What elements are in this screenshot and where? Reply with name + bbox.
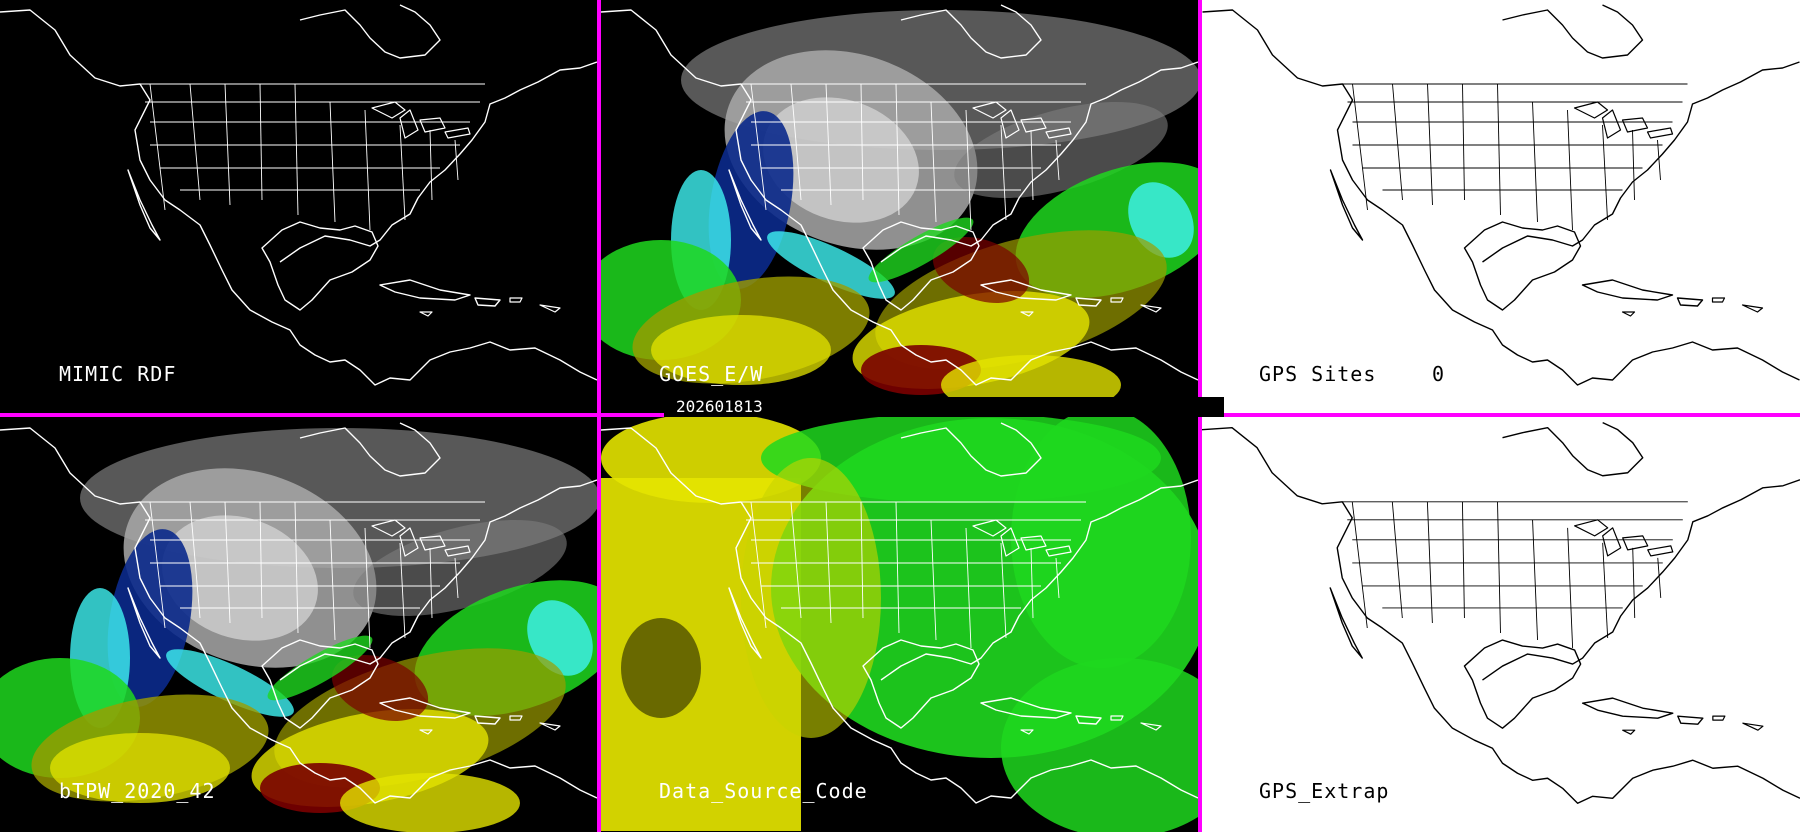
map-canvas: [601, 4, 1198, 413]
data-field-blob: [954, 102, 1168, 198]
panel-label: GPS_Extrap: [1259, 779, 1390, 803]
panel-gps-extrap: GPS_Extrap: [1202, 417, 1800, 832]
data-field-blob: [527, 600, 593, 676]
data-field-blob: [267, 635, 373, 701]
panel-label: MIMIC RDF: [59, 362, 177, 386]
data-field-blob: [761, 417, 1161, 503]
map-outline: [1202, 4, 1800, 386]
data-field-blob: [1001, 658, 1198, 832]
panel-mimic-rdf: MIMIC RDF: [0, 0, 597, 413]
map-canvas: [1202, 422, 1800, 805]
map-canvas: [1202, 4, 1800, 386]
panel-btpw: bTPW_2020_42: [0, 417, 597, 832]
map-outline: [601, 422, 1198, 804]
data-field-blob: [331, 655, 429, 721]
data-field-blob: [353, 520, 567, 616]
data-field-blob: [767, 231, 895, 299]
data-field-blob: [621, 618, 701, 718]
data-field-blob: [601, 417, 821, 503]
timestamp-bar: 202601813: [664, 397, 1224, 417]
data-field-blob: [162, 515, 318, 641]
map-outline: [0, 4, 597, 386]
panel-label: GOES_E/W: [659, 362, 764, 386]
panel-goes-ew: GOES_E/W: [601, 0, 1198, 413]
data-field-blob: [1128, 182, 1194, 258]
map-outline: [1202, 422, 1800, 805]
panel-label: bTPW_2020_42: [59, 779, 216, 803]
data-field-blob: [868, 217, 974, 283]
data-field-blob: [651, 315, 831, 385]
panel-data-source-code: Data_Source_Code: [601, 417, 1198, 832]
panel-label: GPS Sites: [1259, 362, 1377, 386]
panel-gps-sites: GPS Sites 0: [1202, 0, 1800, 413]
moisture-field: [0, 428, 597, 832]
map-outline: [601, 4, 1198, 386]
data-field-blob: [932, 237, 1030, 303]
data-field-blob: [166, 649, 294, 717]
data-field-blob: [50, 733, 230, 803]
map-outline: [0, 422, 597, 804]
gps-site-count: 0: [1432, 362, 1446, 386]
map-canvas: [0, 422, 597, 832]
map-canvas: [0, 4, 597, 386]
source-code-field: [601, 417, 1198, 832]
data-field-blob: [340, 773, 520, 832]
panel-label: Data_Source_Code: [659, 779, 868, 803]
moisture-field: [601, 10, 1198, 413]
data-field-blob: [763, 97, 919, 223]
data-field-blob: [741, 458, 881, 738]
map-canvas: [601, 417, 1198, 832]
